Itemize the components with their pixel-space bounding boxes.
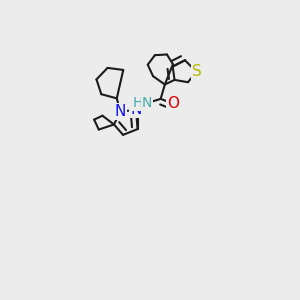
Text: N: N xyxy=(142,96,152,110)
Text: N: N xyxy=(130,102,142,117)
Text: S: S xyxy=(192,64,201,79)
Text: O: O xyxy=(167,96,179,111)
Text: N: N xyxy=(115,104,126,119)
Text: H: H xyxy=(133,96,143,110)
